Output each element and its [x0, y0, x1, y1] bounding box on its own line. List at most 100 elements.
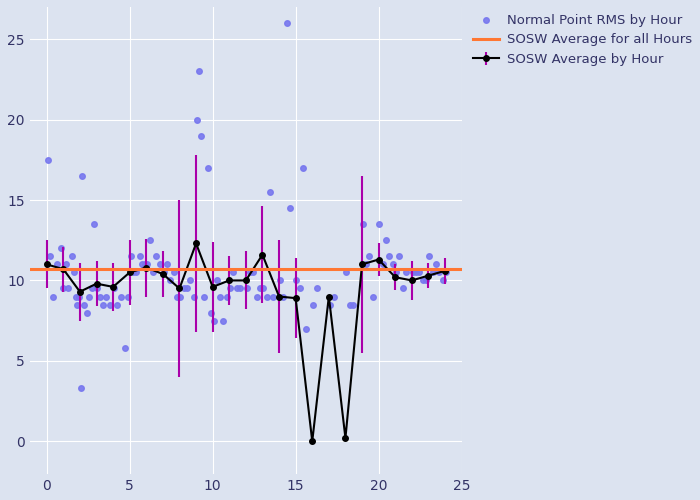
Normal Point RMS by Hour [211, 276, 223, 284]
Normal Point RMS by Hour [125, 252, 136, 260]
Normal Point RMS by Hour [357, 220, 368, 228]
Normal Point RMS by Hour [150, 252, 162, 260]
Normal Point RMS by Hour [69, 268, 80, 276]
Normal Point RMS by Hour [139, 260, 150, 268]
Normal Point RMS by Hour [281, 19, 292, 27]
Normal Point RMS by Hour [48, 292, 59, 300]
Normal Point RMS by Hour [430, 260, 442, 268]
Normal Point RMS by Hour [341, 268, 352, 276]
Normal Point RMS by Hour [437, 276, 448, 284]
Normal Point RMS by Hour [55, 244, 66, 252]
Normal Point RMS by Hour [214, 292, 225, 300]
Normal Point RMS by Hour [60, 260, 71, 268]
Normal Point RMS by Hour [66, 252, 77, 260]
Normal Point RMS by Hour [254, 284, 265, 292]
Normal Point RMS by Hour [181, 284, 193, 292]
Normal Point RMS by Hour [175, 292, 186, 300]
Normal Point RMS by Hour [424, 252, 435, 260]
Normal Point RMS by Hour [202, 164, 214, 172]
Normal Point RMS by Hour [387, 260, 398, 268]
Normal Point RMS by Hour [195, 132, 206, 140]
Normal Point RMS by Hour [368, 292, 379, 300]
Normal Point RMS by Hour [42, 156, 53, 164]
Normal Point RMS by Hour [164, 276, 176, 284]
Normal Point RMS by Hour [101, 292, 112, 300]
Normal Point RMS by Hour [94, 292, 106, 300]
Normal Point RMS by Hour [298, 164, 309, 172]
Normal Point RMS by Hour [199, 292, 210, 300]
Normal Point RMS by Hour [364, 252, 375, 260]
Normal Point RMS by Hour [116, 292, 127, 300]
Normal Point RMS by Hour [301, 324, 312, 332]
Normal Point RMS by Hour [440, 268, 452, 276]
Normal Point RMS by Hour [274, 276, 286, 284]
Normal Point RMS by Hour [344, 300, 355, 308]
Normal Point RMS by Hour [381, 236, 392, 244]
Normal Point RMS by Hour [81, 308, 92, 316]
Normal Point RMS by Hour [136, 260, 148, 268]
Normal Point RMS by Hour [294, 284, 305, 292]
Normal Point RMS by Hour [284, 204, 295, 212]
SOSW Average for all Hours [43, 266, 51, 272]
Normal Point RMS by Hour [172, 292, 183, 300]
Normal Point RMS by Hour [278, 292, 289, 300]
Normal Point RMS by Hour [400, 268, 412, 276]
Normal Point RMS by Hour [417, 276, 428, 284]
Normal Point RMS by Hour [86, 284, 97, 292]
Normal Point RMS by Hour [158, 268, 169, 276]
Normal Point RMS by Hour [267, 292, 279, 300]
Normal Point RMS by Hour [75, 384, 86, 392]
Normal Point RMS by Hour [112, 300, 123, 308]
Normal Point RMS by Hour [244, 268, 256, 276]
Normal Point RMS by Hour [261, 292, 272, 300]
Normal Point RMS by Hour [228, 268, 239, 276]
Normal Point RMS by Hour [141, 260, 153, 268]
SOSW Average for all Hours [59, 266, 67, 272]
Normal Point RMS by Hour [258, 284, 269, 292]
Normal Point RMS by Hour [377, 260, 388, 268]
Normal Point RMS by Hour [108, 284, 120, 292]
Normal Point RMS by Hour [291, 276, 302, 284]
Normal Point RMS by Hour [127, 268, 139, 276]
Normal Point RMS by Hour [312, 284, 323, 292]
Normal Point RMS by Hour [57, 284, 69, 292]
Normal Point RMS by Hour [374, 220, 385, 228]
Normal Point RMS by Hour [225, 284, 236, 292]
Normal Point RMS by Hour [70, 292, 81, 300]
Normal Point RMS by Hour [420, 276, 431, 284]
Normal Point RMS by Hour [307, 300, 318, 308]
Normal Point RMS by Hour [410, 268, 421, 276]
Normal Point RMS by Hour [78, 300, 90, 308]
Normal Point RMS by Hour [397, 284, 408, 292]
Normal Point RMS by Hour [144, 236, 155, 244]
Normal Point RMS by Hour [122, 292, 134, 300]
Normal Point RMS by Hour [391, 268, 402, 276]
Normal Point RMS by Hour [92, 284, 103, 292]
Normal Point RMS by Hour [83, 292, 94, 300]
Normal Point RMS by Hour [328, 292, 339, 300]
Normal Point RMS by Hour [251, 292, 262, 300]
Normal Point RMS by Hour [168, 268, 179, 276]
Normal Point RMS by Hour [347, 300, 358, 308]
Normal Point RMS by Hour [221, 292, 232, 300]
Normal Point RMS by Hour [88, 220, 99, 228]
Normal Point RMS by Hour [360, 260, 372, 268]
Normal Point RMS by Hour [248, 268, 259, 276]
Normal Point RMS by Hour [218, 316, 229, 324]
Normal Point RMS by Hour [178, 284, 189, 292]
Normal Point RMS by Hour [162, 260, 173, 268]
Normal Point RMS by Hour [188, 292, 199, 300]
Normal Point RMS by Hour [407, 268, 418, 276]
Legend: Normal Point RMS by Hour, SOSW Average for all Hours, SOSW Average by Hour: Normal Point RMS by Hour, SOSW Average f… [473, 14, 692, 66]
Normal Point RMS by Hour [131, 268, 142, 276]
Normal Point RMS by Hour [104, 300, 116, 308]
Normal Point RMS by Hour [324, 300, 335, 308]
Normal Point RMS by Hour [384, 252, 395, 260]
Normal Point RMS by Hour [72, 300, 83, 308]
Normal Point RMS by Hour [234, 284, 246, 292]
Normal Point RMS by Hour [433, 268, 444, 276]
Normal Point RMS by Hour [414, 268, 425, 276]
Normal Point RMS by Hour [205, 308, 216, 316]
Normal Point RMS by Hour [208, 316, 219, 324]
Normal Point RMS by Hour [77, 172, 88, 180]
